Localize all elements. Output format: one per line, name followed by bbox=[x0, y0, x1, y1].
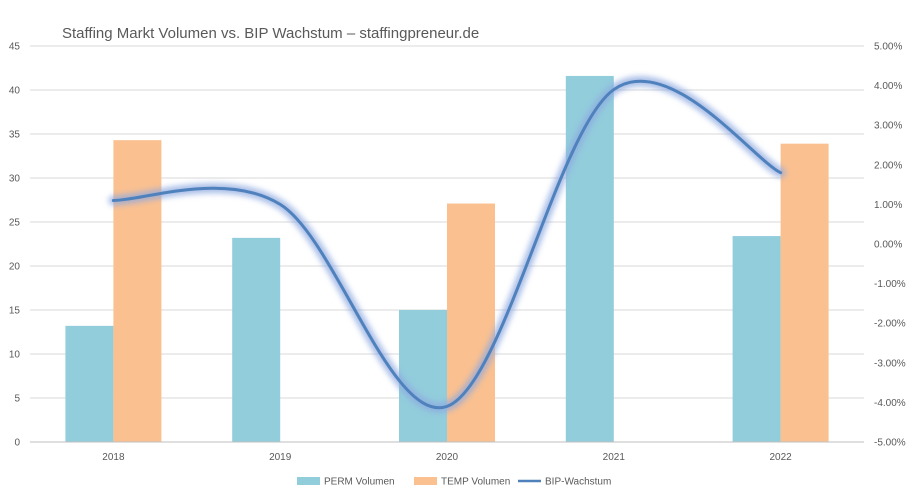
left-tick-label: 10 bbox=[9, 350, 21, 361]
legend-swatch bbox=[414, 477, 437, 485]
bar-perm-volumen bbox=[232, 237, 281, 442]
left-tick-label: 5 bbox=[14, 394, 20, 405]
left-tick-label: 35 bbox=[9, 130, 21, 141]
right-tick-label: -1.00% bbox=[874, 279, 906, 290]
right-tick-label: -3.00% bbox=[874, 358, 906, 369]
bar-temp-volumen bbox=[113, 140, 162, 442]
right-tick-label: 5.00% bbox=[874, 42, 902, 53]
right-tick-label: 3.00% bbox=[874, 121, 902, 132]
legend-swatch bbox=[297, 477, 320, 485]
right-tick-label: 2.00% bbox=[874, 160, 902, 171]
left-tick-label: 25 bbox=[9, 218, 21, 229]
x-tick-label: 2022 bbox=[769, 452, 792, 463]
bar-perm-volumen bbox=[732, 236, 781, 442]
legend: PERM Volumen TEMP Volumen BIP-Wachstum bbox=[297, 477, 611, 488]
legend-label: TEMP Volumen bbox=[441, 477, 510, 488]
right-tick-label: -2.00% bbox=[874, 319, 906, 330]
x-tick-label: 2020 bbox=[436, 452, 459, 463]
right-tick-label: 1.00% bbox=[874, 200, 902, 211]
line-series bbox=[108, 76, 786, 413]
legend-label: PERM Volumen bbox=[324, 477, 395, 488]
left-tick-label: 20 bbox=[9, 262, 21, 273]
line-bip-wachstum bbox=[111, 79, 783, 410]
chart-title: Staffing Markt Volumen vs. BIP Wachstum … bbox=[62, 25, 479, 42]
x-tick-label: 2018 bbox=[102, 452, 125, 463]
right-tick-label: -5.00% bbox=[874, 438, 906, 449]
bar-perm-volumen bbox=[65, 325, 114, 442]
right-tick-label: 4.00% bbox=[874, 81, 902, 92]
bars bbox=[65, 75, 829, 443]
axes: 0 5 10 15 20 25 30 35 40 45 -5.00% -4.00% -3.00% -2.0… bbox=[9, 42, 906, 464]
x-tick-label: 2021 bbox=[603, 452, 626, 463]
right-tick-label: 0.00% bbox=[874, 240, 902, 251]
x-tick-label: 2019 bbox=[269, 452, 292, 463]
bar-perm-volumen bbox=[565, 75, 614, 443]
left-tick-label: 0 bbox=[14, 438, 20, 449]
left-tick-label: 40 bbox=[9, 86, 21, 97]
left-tick-label: 15 bbox=[9, 306, 21, 317]
left-tick-label: 45 bbox=[9, 42, 21, 53]
right-tick-label: -4.00% bbox=[874, 398, 906, 409]
bar-perm-volumen bbox=[399, 310, 447, 442]
legend-label: BIP-Wachstum bbox=[545, 477, 611, 488]
left-tick-label: 30 bbox=[9, 174, 21, 185]
bar-temp-volumen bbox=[780, 143, 829, 442]
